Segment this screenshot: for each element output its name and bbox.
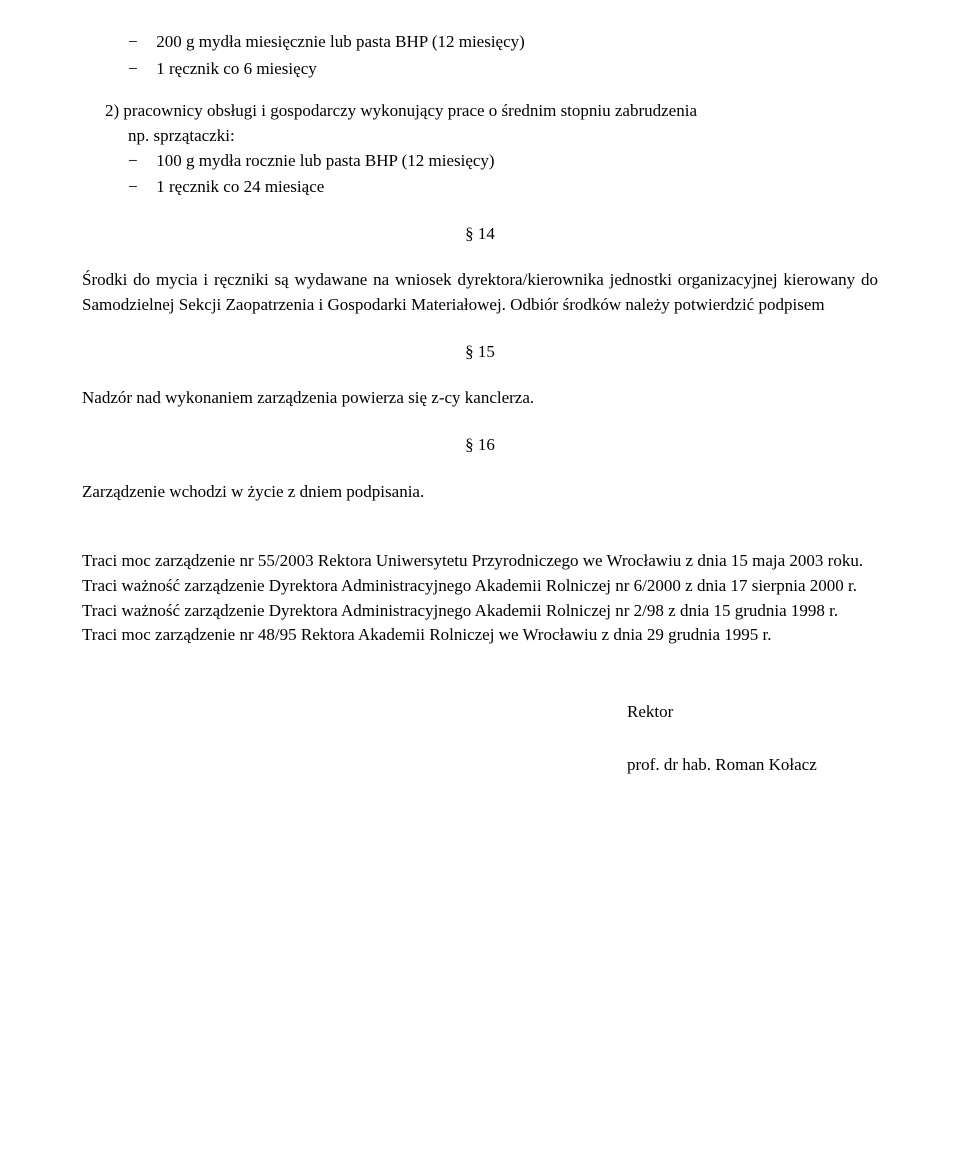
footer-text: Traci moc zarządzenie nr 48/95 Rektora A… — [82, 625, 772, 644]
list-item-text: 100 g mydła rocznie lub pasta BHP (12 mi… — [156, 151, 494, 170]
signature-name-text: prof. dr hab. Roman Kołacz — [627, 755, 817, 774]
footer-block: Traci moc zarządzenie nr 55/2003 Rektora… — [82, 549, 878, 648]
paragraph-text: Zarządzenie wchodzi w życie z dniem podp… — [82, 482, 424, 501]
list-item-2b: 1 ręcznik co 24 miesiące — [82, 175, 878, 200]
footer-paragraph-1: Traci moc zarządzenie nr 55/2003 Rektora… — [82, 549, 878, 574]
paragraph-text: Nadzór nad wykonaniem zarządzenia powier… — [82, 388, 534, 407]
numbered-item-text: np. sprzątaczki: — [128, 126, 235, 145]
footer-text: Traci ważność zarządzenie Dyrektora Admi… — [82, 601, 838, 620]
footer-text: Traci ważność zarządzenie Dyrektora Admi… — [82, 576, 857, 595]
section-16-heading: § 16 — [82, 433, 878, 458]
section-number: § 16 — [465, 435, 495, 454]
list-item-1b: 1 ręcznik co 6 miesięcy — [82, 57, 878, 82]
section-number: § 14 — [465, 224, 495, 243]
section-14-paragraph: Środki do mycia i ręczniki są wydawane n… — [82, 268, 878, 317]
list-item-2a: 100 g mydła rocznie lub pasta BHP (12 mi… — [82, 149, 878, 174]
list-item-1a: 200 g mydła miesięcznie lub pasta BHP (1… — [82, 30, 878, 55]
section-number: § 15 — [465, 342, 495, 361]
footer-text: Traci moc zarządzenie nr 55/2003 Rektora… — [82, 551, 863, 570]
numbered-item-2-line2: np. sprzątaczki: — [82, 124, 878, 149]
numbered-item-text: 2) pracownicy obsługi i gospodarczy wyko… — [105, 101, 697, 120]
section-15-heading: § 15 — [82, 340, 878, 365]
list-item-text: 1 ręcznik co 6 miesięcy — [156, 59, 317, 78]
signature-title-text: Rektor — [627, 702, 673, 721]
numbered-item-2-line1: 2) pracownicy obsługi i gospodarczy wyko… — [82, 99, 878, 124]
list-item-text: 200 g mydła miesięcznie lub pasta BHP (1… — [156, 32, 525, 51]
footer-paragraph-2: Traci ważność zarządzenie Dyrektora Admi… — [82, 574, 878, 599]
section-14-heading: § 14 — [82, 222, 878, 247]
list-item-text: 1 ręcznik co 24 miesiące — [156, 177, 324, 196]
paragraph-text: Środki do mycia i ręczniki są wydawane n… — [82, 270, 878, 314]
signature-name: prof. dr hab. Roman Kołacz — [627, 753, 878, 778]
section-15-paragraph: Nadzór nad wykonaniem zarządzenia powier… — [82, 386, 878, 411]
signature-title: Rektor — [627, 700, 878, 725]
section-16-paragraph: Zarządzenie wchodzi w życie z dniem podp… — [82, 480, 878, 505]
footer-paragraph-3: Traci ważność zarządzenie Dyrektora Admi… — [82, 599, 878, 624]
footer-paragraph-4: Traci moc zarządzenie nr 48/95 Rektora A… — [82, 623, 878, 648]
signature-block: Rektor prof. dr hab. Roman Kołacz — [82, 700, 878, 777]
